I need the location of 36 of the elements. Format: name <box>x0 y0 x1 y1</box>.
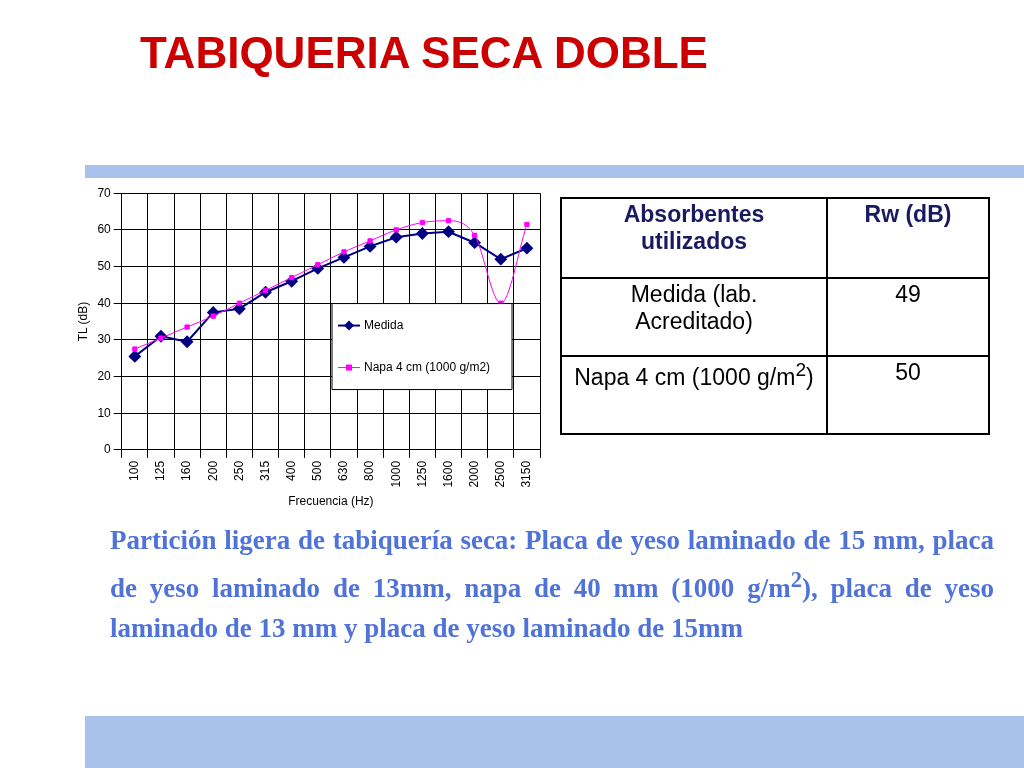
x-tick-label: 500 <box>310 460 325 481</box>
x-tick-label: 2500 <box>493 460 508 488</box>
x-tick-label: 1600 <box>440 460 455 488</box>
y-tick-label: 0 <box>104 442 112 457</box>
x-tick-label: 315 <box>257 460 272 481</box>
x-tick-label: 160 <box>179 460 194 481</box>
y-tick-label: 40 <box>97 295 112 310</box>
y-axis-title: TL (dB) <box>75 301 90 342</box>
x-tick-label: 2000 <box>466 460 481 488</box>
y-tick-label: 10 <box>97 405 112 420</box>
x-tick-label: 400 <box>283 460 298 481</box>
text: 50 <box>827 356 989 434</box>
x-tick-label: 250 <box>231 460 246 481</box>
y-tick-label: 30 <box>97 332 112 347</box>
x-tick-label: 200 <box>205 460 220 481</box>
y-tick-label: 20 <box>97 368 112 383</box>
text: Rw (dB) <box>827 198 989 278</box>
x-tick-label: 125 <box>153 460 168 481</box>
text: Medida (lab. Acreditado) <box>561 278 827 356</box>
y-tick-label: 60 <box>97 222 112 237</box>
x-tick-label: 800 <box>362 460 377 481</box>
text: Napa 4 cm (1000 g/m$^{2}$) <box>561 356 827 434</box>
x-tick-label: 100 <box>127 460 142 481</box>
x-tick-label: 1250 <box>414 460 429 488</box>
x-tick-label: 630 <box>336 460 351 481</box>
legend-label: Napa 4 cm (1000 g/m2) <box>364 359 491 374</box>
text: Partición ligera de tabiquería seca: Placa de yeso laminado de 15 mm, placa de yeso laminado de 13mm, napa de 40 mm (1000 g/m$^{2}$), placa de yeso laminado de 13 mm y placa de yeso laminado de 15mm <box>110 525 995 643</box>
chart-title: TABIQUERIA SECA DOBLE <box>140 28 708 78</box>
text: Absorbentes utilizados <box>561 198 827 278</box>
y-tick-label: 70 <box>97 185 112 200</box>
x-tick-label: 1000 <box>388 460 403 488</box>
y-tick-label: 50 <box>97 258 112 273</box>
legend-label: Medida <box>364 317 404 332</box>
text: 49 <box>827 278 989 356</box>
x-axis-title: Frecuencia (Hz) <box>288 494 374 509</box>
x-tick-label: 3150 <box>519 460 534 488</box>
